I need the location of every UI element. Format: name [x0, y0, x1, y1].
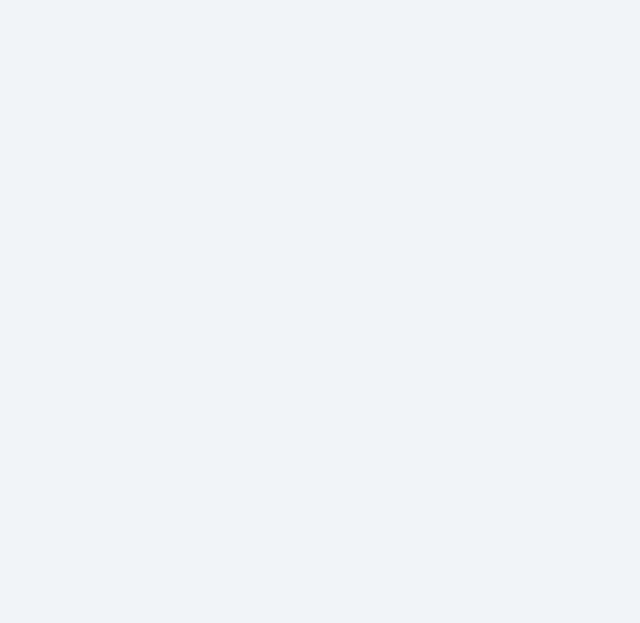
- panel-e-tsne-nt: [438, 214, 638, 426]
- panel-b-tsne-class: [248, 0, 446, 212]
- panel-c-tsne-subclass: [438, 0, 638, 212]
- figure-legends: [250, 442, 640, 622]
- panel-a-taxonomy-figure: [0, 0, 246, 616]
- panel-d-tsne-region: [248, 214, 446, 426]
